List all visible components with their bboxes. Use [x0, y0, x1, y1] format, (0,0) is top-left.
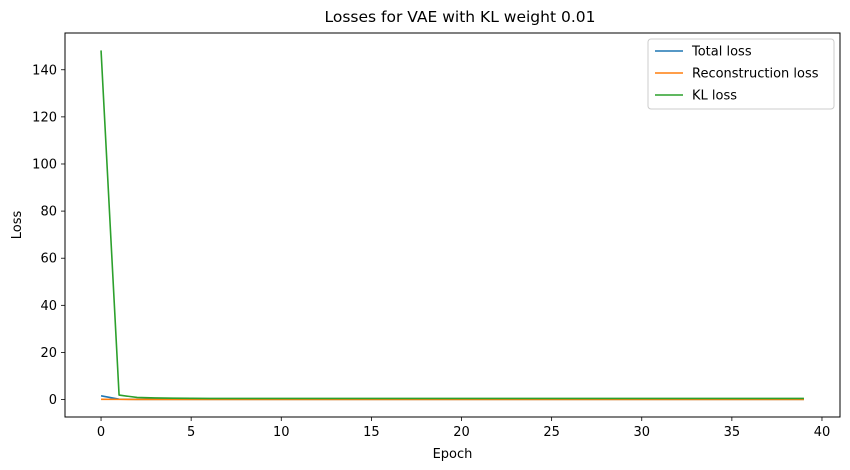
- y-axis: 0 20 40 60 80 100 120 140: [32, 63, 65, 408]
- legend-label-total-loss: Total loss: [691, 45, 752, 60]
- y-tick-label: 120: [32, 110, 57, 125]
- x-tick-label: 25: [543, 425, 560, 440]
- y-tick-label: 80: [40, 205, 57, 220]
- x-tick-label: 35: [724, 425, 741, 440]
- x-axis: 0 5 10 15 20 25 30 35 40: [97, 417, 830, 440]
- x-tick-label: 20: [453, 425, 470, 440]
- x-tick-label: 30: [633, 425, 650, 440]
- plot-frame: [64, 32, 841, 418]
- y-axis-label: Loss: [10, 211, 25, 240]
- legend-box: [647, 38, 835, 110]
- x-tick-label: 40: [814, 425, 831, 440]
- y-tick-label: 100: [32, 157, 57, 172]
- series-line-kl-loss: [100, 50, 804, 400]
- y-tick-label: 0: [49, 393, 57, 408]
- y-tick-label: 20: [40, 346, 57, 361]
- y-tick-label: 60: [40, 252, 57, 267]
- y-tick-label: 40: [40, 299, 57, 314]
- legend-label-kl-loss: KL loss: [692, 89, 737, 104]
- x-tick-label: 0: [97, 425, 105, 440]
- x-tick-label: 15: [363, 425, 380, 440]
- legend: Total loss Reconstruction loss KL loss: [647, 38, 835, 110]
- legend-label-reconstruction-loss: Reconstruction loss: [692, 67, 819, 82]
- x-tick-label: 10: [273, 425, 290, 440]
- series-lines: [100, 50, 804, 401]
- x-tick-label: 5: [187, 425, 195, 440]
- y-tick-label: 140: [32, 63, 57, 78]
- chart-title: Losses for VAE with KL weight 0.01: [325, 8, 596, 26]
- x-axis-label: Epoch: [433, 447, 473, 462]
